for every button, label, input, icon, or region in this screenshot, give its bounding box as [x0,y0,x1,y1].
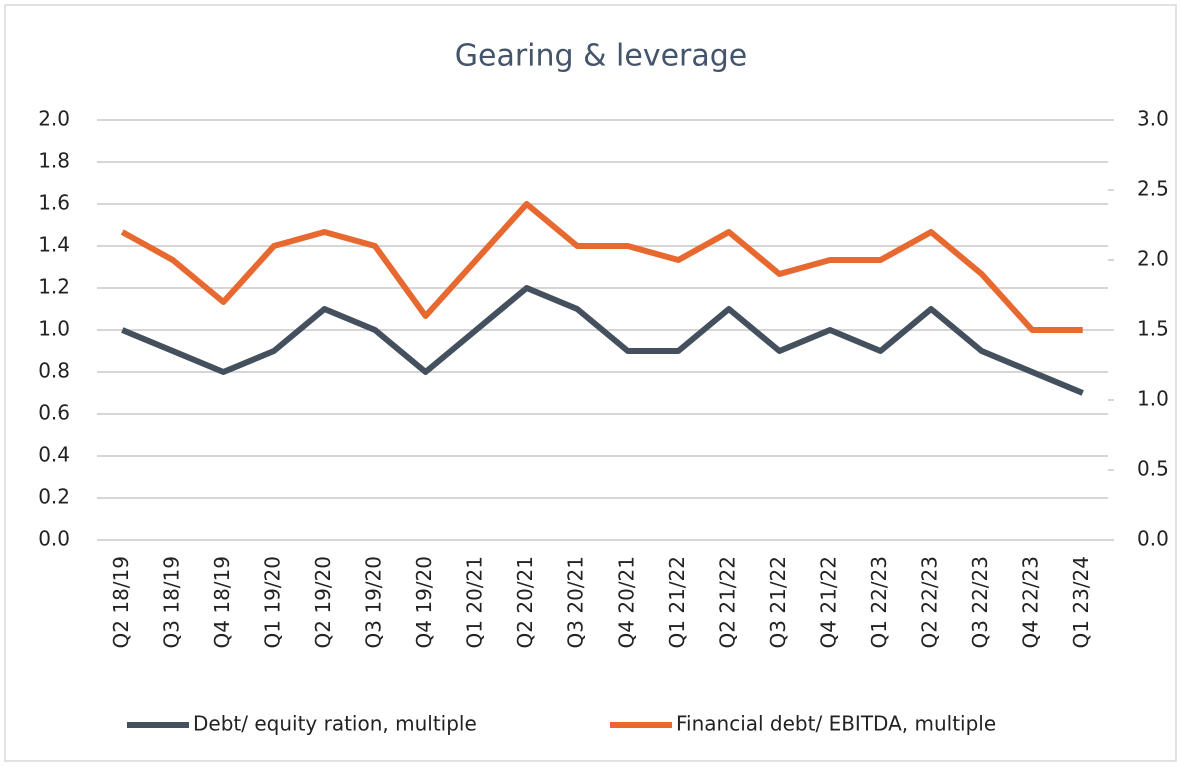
x-tick-label: Q1 20/21 [463,556,487,648]
y-tick-label: 1.2 [38,275,70,299]
x-tick-label: Q3 21/22 [766,556,790,648]
y2-tick-label: 2.0 [1137,247,1169,271]
y2-tick-label: 2.5 [1137,177,1169,201]
x-tick-label: Q4 18/19 [210,556,234,648]
x-tick-label: Q4 22/23 [1019,556,1043,648]
y-tick-label: 1.8 [38,149,70,173]
x-tick-label: Q1 19/20 [260,556,284,648]
x-tick-label: Q1 22/23 [867,556,891,648]
legend-label: Debt/ equity ration, multiple [193,712,477,736]
y2-tick-label: 1.5 [1137,317,1169,341]
y2-tick-label: 1.0 [1137,387,1169,411]
y-tick-label: 0.8 [38,359,70,383]
y-tick-label: 0.6 [38,401,70,425]
y-tick-label: 0.2 [38,485,70,509]
x-tick-label: Q3 19/20 [362,556,386,648]
y-tick-label: 1.4 [38,233,70,257]
y2-tick-label: 0.5 [1137,457,1169,481]
x-tick-label: Q4 21/22 [816,556,840,648]
x-tick-label: Q2 21/22 [715,556,739,648]
x-tick-label: Q2 20/21 [513,556,537,648]
y-tick-label: 1.6 [38,191,70,215]
series-line [120,201,1083,333]
chart-frame [4,4,1177,762]
chart-title: Gearing & leverage [455,39,748,74]
x-tick-label: Q4 19/20 [412,556,436,648]
x-tick-label: Q2 22/23 [918,556,942,648]
x-tick-label: Q1 21/22 [665,556,689,648]
legend-label: Financial debt/ EBITDA, multiple [676,712,996,736]
y-tick-label: 2.0 [38,107,70,131]
x-tick-label: Q3 18/19 [159,556,183,648]
x-tick-label: Q3 20/21 [564,556,588,648]
y-tick-label: 0.0 [38,527,70,551]
y2-tick-label: 0.0 [1137,527,1169,551]
series-line [121,285,1084,396]
y-tick-label: 1.0 [38,317,70,341]
x-tick-label: Q4 20/21 [614,556,638,648]
x-tick-label: Q2 18/19 [109,556,133,648]
y-tick-label: 0.4 [38,443,70,467]
y2-tick-label: 3.0 [1137,107,1169,131]
x-tick-label: Q2 19/20 [311,556,335,648]
x-tick-label: Q3 22/23 [968,556,992,648]
x-tick-label: Q1 23/24 [1069,556,1093,648]
